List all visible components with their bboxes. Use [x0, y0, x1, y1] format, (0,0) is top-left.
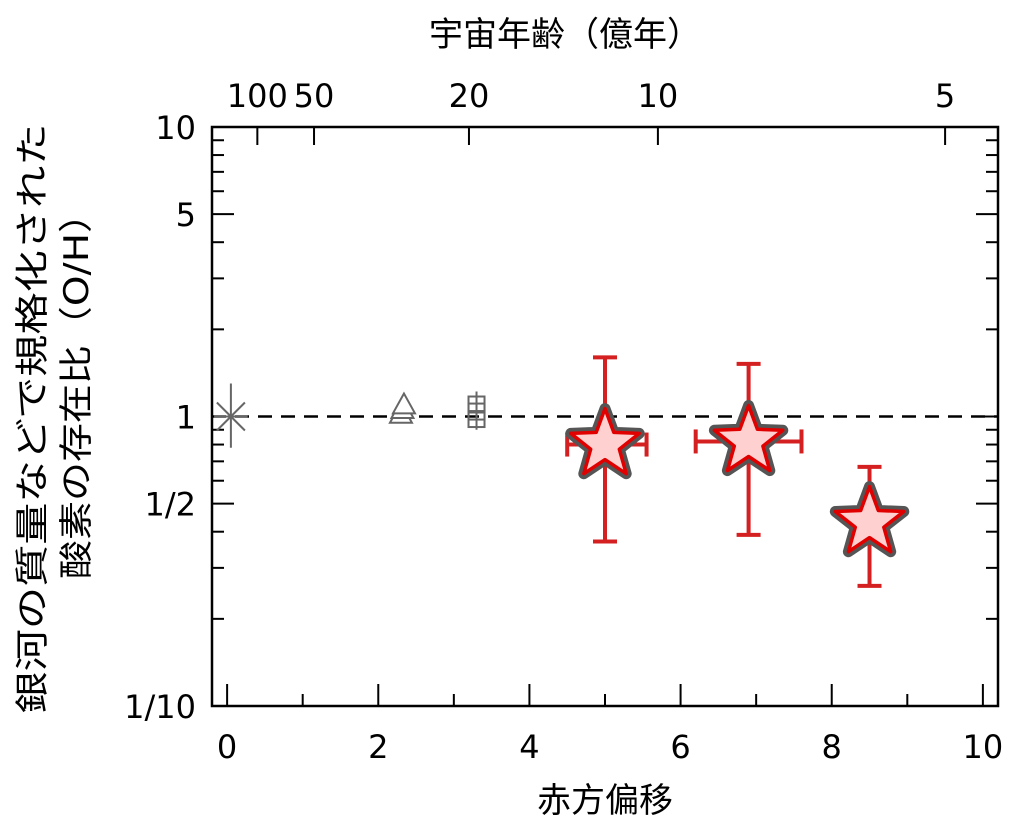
- plot-frame: [210, 125, 1000, 708]
- x-tick-label: 10: [963, 728, 1004, 766]
- x-axis-title: 赤方偏移: [537, 781, 673, 821]
- y-tick-label: 1/10: [124, 688, 196, 726]
- top-tick-label: 50: [294, 77, 335, 115]
- tick-labels: 0 2 4 6 8 10 1/10 1/2 1 5 10 100 50 20 10 5: [124, 77, 1003, 766]
- x-tick-label: 6: [670, 728, 690, 766]
- top-tick-label: 5: [935, 77, 955, 115]
- y-tick-label: 10: [155, 109, 196, 147]
- x-tick-label: 2: [368, 728, 388, 766]
- y-tick-label: 1/2: [145, 486, 197, 524]
- y-axis-title-line2: 酸素の存在比（O/H）: [57, 194, 97, 579]
- top-axis-title: 宇宙年齢（億年）: [429, 15, 701, 55]
- star-marker: [712, 403, 785, 473]
- y-axis-title-line1: 銀河の質量などで規格化された: [13, 124, 53, 714]
- top-tick-label: 100: [227, 77, 288, 115]
- square-marker: [467, 395, 486, 414]
- data-points: [565, 355, 910, 588]
- reference-points: [214, 383, 486, 448]
- y-tick-label: 5: [176, 196, 196, 234]
- triangle-marker: [391, 391, 417, 415]
- star-marker: [833, 484, 906, 554]
- x-tick-label: 8: [822, 728, 842, 766]
- top-tick-label: 10: [638, 77, 679, 115]
- x-tick-label: 0: [217, 728, 237, 766]
- star-marker: [569, 406, 641, 476]
- x-tick-label: 4: [519, 728, 539, 766]
- top-tick-label: 20: [449, 77, 490, 115]
- y-tick-label: 1: [176, 399, 196, 437]
